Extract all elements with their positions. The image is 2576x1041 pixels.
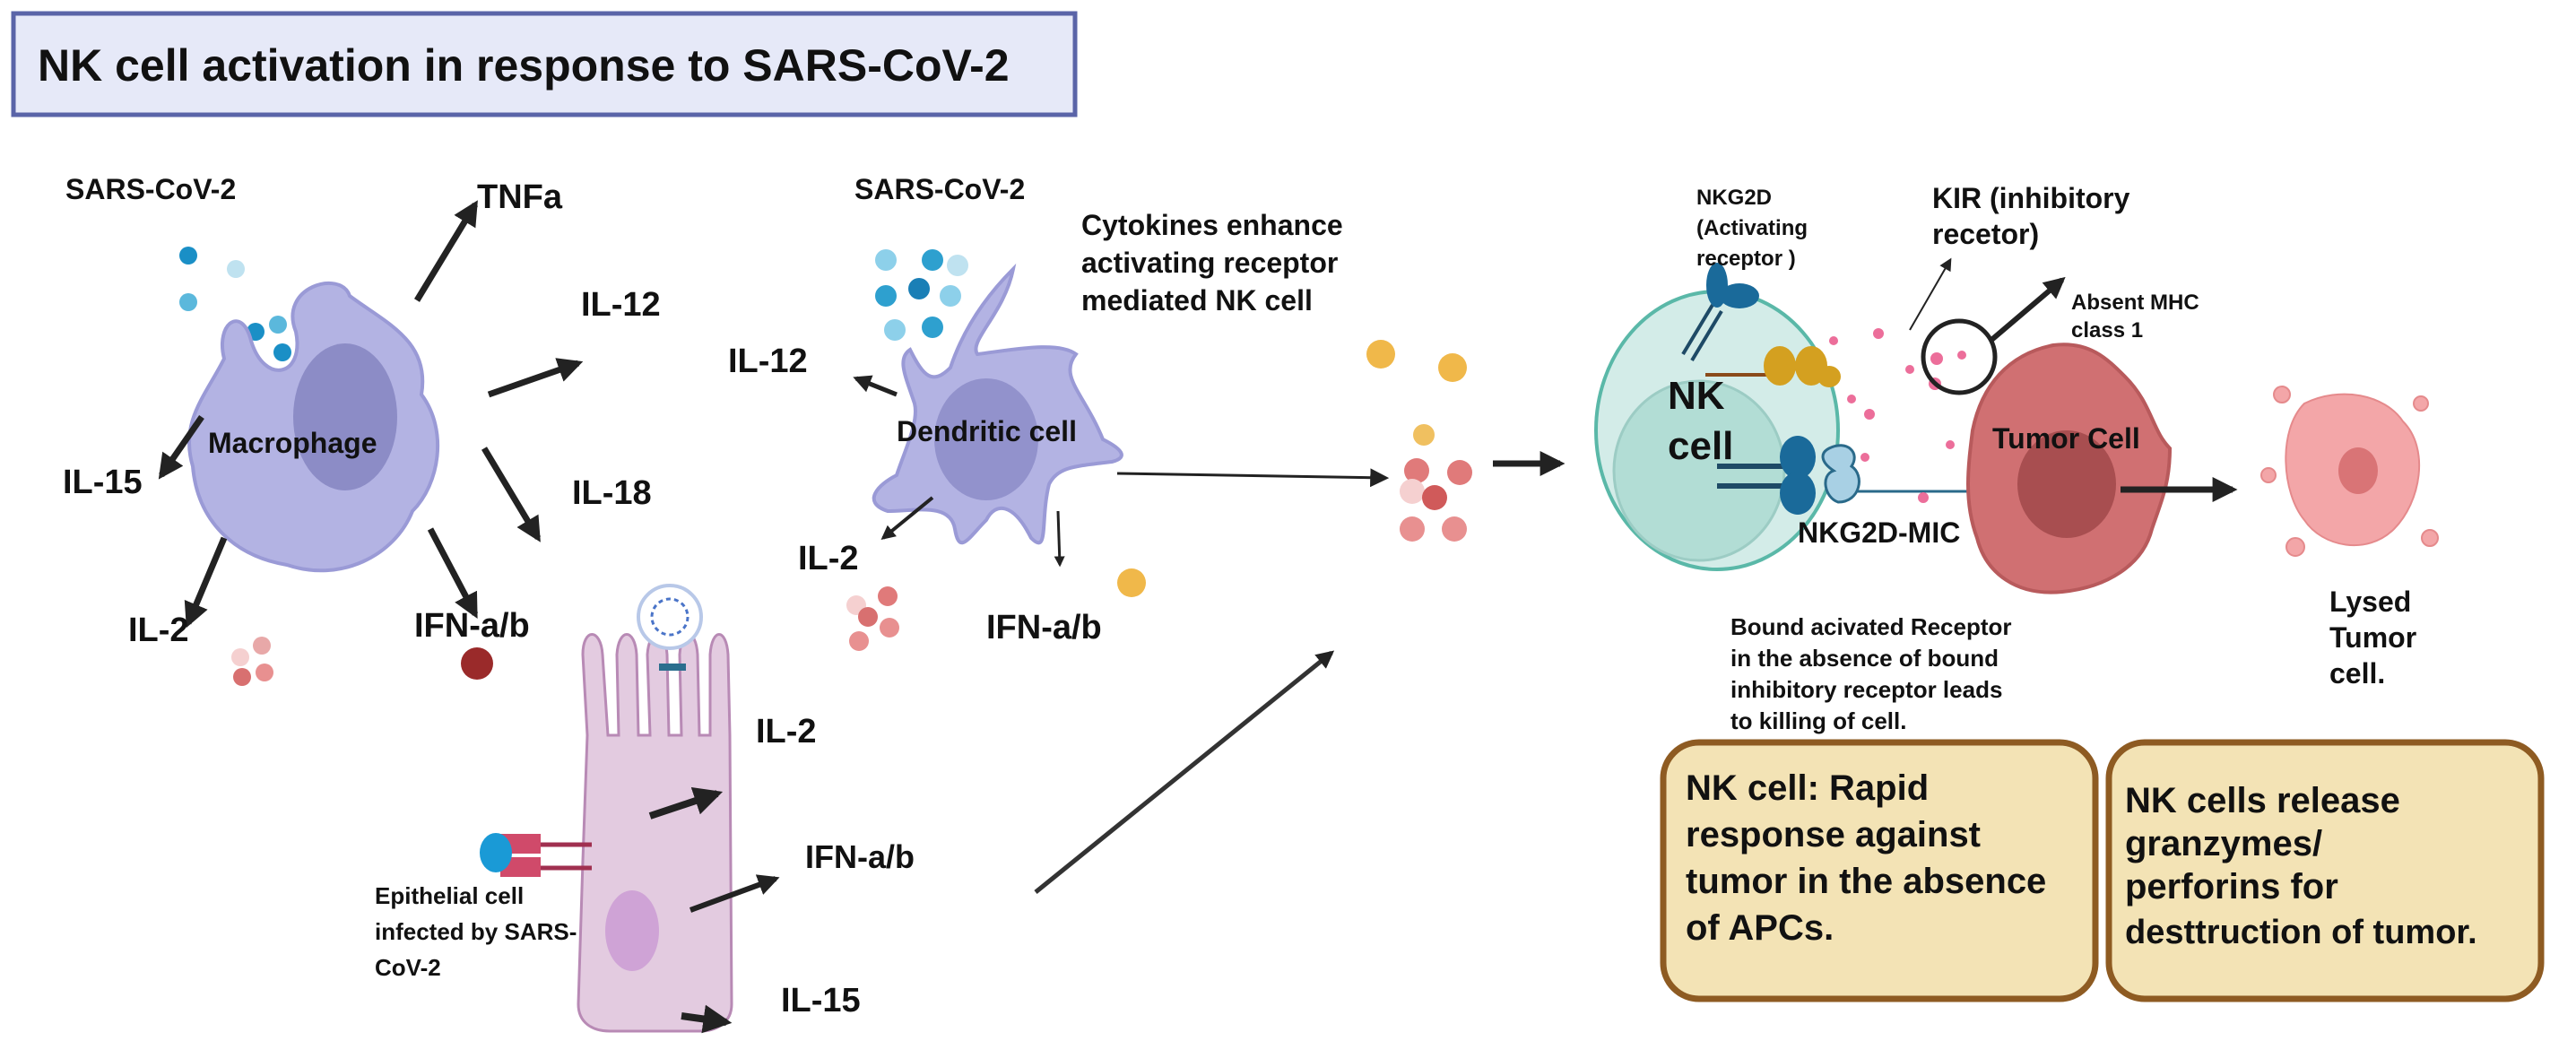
- virus-particle-icon: [637, 584, 703, 671]
- nkg2d-receptor-icon: [1681, 263, 1759, 362]
- arrow: [1989, 276, 2066, 343]
- epithelial-nucleus-icon: [605, 890, 659, 971]
- arrow: [184, 536, 228, 629]
- mhc-label: Absent MHC: [2071, 291, 2199, 315]
- box-line: response against: [1686, 815, 1981, 854]
- nkg2d-label: NKG2D: [1696, 186, 1772, 210]
- output-label: IL-18: [572, 474, 652, 512]
- output-label: IL-12: [728, 343, 808, 380]
- arrow: [880, 496, 934, 541]
- output-label: IFN-a/b: [414, 607, 530, 645]
- nk-label: NK: [1668, 374, 1725, 418]
- box-line: desttruction of tumor.: [2125, 914, 2477, 951]
- output-label: IL-2: [128, 612, 189, 649]
- cytokine-note: Cytokines enhance activating receptor me…: [1081, 209, 1343, 317]
- granule-dots-icon: [1829, 328, 1966, 503]
- arrow: [1116, 468, 1390, 488]
- ifn-particle-icon: [461, 647, 493, 680]
- output-label: IFN-a/b: [986, 609, 1102, 646]
- arrow: [1909, 257, 1952, 331]
- nkg2d-label: (Activating: [1696, 216, 1808, 240]
- cytokine-dots-icon: [1366, 340, 1472, 542]
- nk-panel: NK cell NKG2D (Activating receptor ) K: [1594, 182, 2439, 734]
- kir-label: recetor): [1932, 218, 2039, 250]
- arrow: [1054, 510, 1065, 568]
- output-label: IL-15: [63, 464, 143, 501]
- tumor-nucleus-icon: [2017, 430, 2116, 538]
- arrow: [414, 200, 478, 302]
- bound-note-line: in the absence of bound: [1730, 645, 1999, 672]
- virus-particles-icon: [875, 249, 968, 341]
- arrow: [158, 415, 204, 480]
- note-line: Cytokines enhance: [1081, 209, 1343, 241]
- note-line: activating receptor: [1081, 247, 1338, 279]
- output-label: IL-2: [798, 540, 859, 577]
- arrow: [481, 447, 542, 542]
- output-label: IL-12: [581, 286, 661, 324]
- virus-label: SARS-CoV-2: [854, 173, 1025, 205]
- bound-note-line: to killing of cell.: [1730, 707, 1906, 734]
- bound-note-line: inhibitory receptor leads: [1730, 676, 2002, 703]
- page-title: NK cell activation in response to SARS-C…: [38, 40, 1010, 91]
- cell-label-line: CoV-2: [375, 954, 441, 981]
- nkg2d-label: receptor ): [1696, 247, 1796, 271]
- bound-note-line: Bound acivated Receptor: [1730, 613, 2012, 640]
- summary-box-rapid-response: NK cell: Rapid response against tumor in…: [1660, 739, 2099, 1002]
- box-line: tumor in the absence: [1686, 862, 2046, 901]
- arrow: [1034, 650, 1335, 894]
- epithelial-cell-icon: [577, 633, 733, 1033]
- cell-label-line: infected by SARS-: [375, 918, 577, 945]
- output-label: IFN-a/b: [805, 838, 915, 875]
- box-line: granzymes/: [2125, 824, 2322, 863]
- dendritic-nucleus-icon: [934, 378, 1038, 500]
- lysed-label: cell.: [2329, 657, 2385, 690]
- macrophage-panel: SARS-CoV-2 Macrophage TNFa IL-12 IL-15 I…: [63, 173, 661, 686]
- box-line: NK cells release: [2125, 781, 2400, 820]
- kir-label: KIR (inhibitory: [1932, 182, 2130, 214]
- virus-particles-icon: [179, 247, 291, 361]
- complex-label: NKG2D-MIC: [1798, 516, 1960, 549]
- mhc-absence-circle-icon: [1921, 318, 1998, 395]
- output-label: IL-2: [756, 713, 817, 750]
- receptor-icon: [480, 833, 592, 877]
- virus-label: SARS-CoV-2: [65, 173, 236, 205]
- arrow: [487, 358, 584, 398]
- nk-label: cell: [1668, 424, 1733, 468]
- title-box: NK cell activation in response to SARS-C…: [11, 11, 1078, 117]
- note-line: mediated NK cell: [1081, 284, 1313, 317]
- arrow: [648, 786, 724, 820]
- epithelial-panel: Epithelial cell infected by SARS- CoV-2 …: [375, 584, 915, 1034]
- arrow: [689, 874, 780, 913]
- ifn-particle-icon: [1117, 568, 1146, 597]
- output-label: IL-15: [781, 982, 861, 1019]
- arrow: [853, 375, 898, 397]
- box-line: of APCs.: [1686, 908, 1834, 948]
- nkg2d-mic-complex-icon: [1717, 436, 1986, 515]
- cell-label-line: Epithelial cell: [375, 882, 524, 909]
- lysed-label: Tumor: [2329, 621, 2416, 654]
- cytokine-dots-icon: [846, 586, 899, 651]
- kir-receptor-icon: [1705, 346, 1841, 387]
- box-line: NK cell: Rapid: [1686, 768, 1929, 808]
- tumor-label: Tumor Cell: [1992, 422, 2140, 455]
- arrow: [427, 527, 479, 619]
- macrophage-nucleus-icon: [293, 343, 397, 490]
- arrow: [681, 1004, 733, 1034]
- dendritic-panel: SARS-CoV-2 Dendritic cell IL-12 IL-2 IFN…: [728, 173, 1146, 651]
- cell-label: Macrophage: [208, 427, 377, 459]
- output-label: TNFa: [477, 178, 563, 216]
- box-line: perforins for: [2125, 867, 2338, 907]
- mhc-label: class 1: [2071, 318, 2143, 343]
- cytokine-dots-icon: [231, 637, 273, 686]
- lysed-label: Lysed: [2329, 586, 2411, 618]
- cell-label: Dendritic cell: [897, 415, 1077, 447]
- summary-box-granzymes: NK cells release granzymes/ perforins fo…: [2105, 739, 2545, 1002]
- lysed-tumor-cell-icon: [2260, 386, 2439, 557]
